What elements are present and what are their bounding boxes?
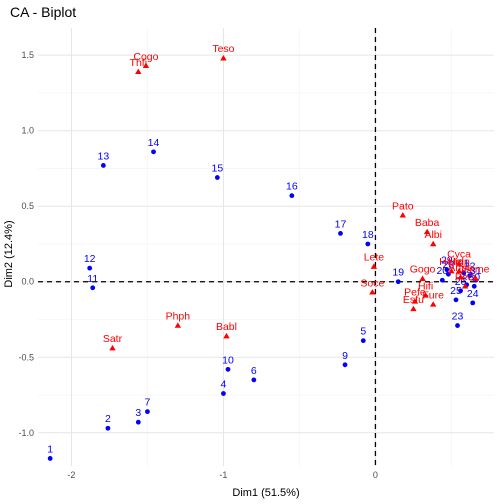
point-label-7: 7 — [145, 397, 151, 409]
row-point-10 — [226, 367, 231, 372]
y-tick-label: 0.5 — [21, 201, 34, 211]
point-label-23: 23 — [452, 311, 464, 323]
point-label-17: 17 — [335, 218, 347, 230]
point-label-5: 5 — [360, 326, 366, 338]
point-label-6: 6 — [251, 365, 257, 377]
point-label-24: 24 — [467, 288, 479, 300]
row-point-3 — [136, 420, 141, 425]
y-tick-label: -0.5 — [18, 352, 34, 362]
point-label-9: 9 — [342, 350, 348, 362]
point-label-Teso: Teso — [212, 43, 234, 55]
point-label-12: 12 — [84, 253, 96, 265]
point-label-Albi: Albi — [424, 229, 442, 241]
row-point-18 — [365, 242, 370, 247]
row-point-23 — [455, 323, 460, 328]
row-point-24 — [470, 300, 475, 305]
x-axis-title: Dim1 (51.5%) — [232, 487, 299, 499]
point-label-11: 11 — [87, 273, 98, 285]
row-point-13 — [101, 163, 106, 168]
point-label-13: 13 — [98, 150, 110, 162]
point-label-4: 4 — [221, 379, 227, 391]
point-label-18: 18 — [362, 229, 374, 241]
point-label-Esfu: Esfu — [403, 294, 424, 306]
point-label-Lete: Lete — [364, 252, 385, 264]
row-point-2 — [106, 426, 111, 431]
row-point-26 — [458, 288, 463, 293]
row-point-1 — [48, 456, 53, 461]
point-label-14: 14 — [148, 137, 160, 149]
x-tick-label: -2 — [67, 470, 75, 480]
point-label-Fure: Fure — [422, 289, 444, 301]
point-label-Phph: Phph — [166, 311, 191, 323]
row-point-25 — [454, 297, 459, 302]
y-tick-label: 1.0 — [21, 126, 34, 136]
y-axis-title: Dim2 (12.4%) — [3, 220, 15, 287]
y-tick-label: 1.5 — [21, 50, 34, 60]
row-point-15 — [215, 175, 220, 180]
row-point-20 — [440, 278, 445, 283]
row-point-12 — [87, 266, 92, 271]
point-label-Soce: Soce — [360, 277, 384, 289]
point-label-Pato: Pato — [392, 200, 414, 212]
y-tick-label: 0.0 — [21, 277, 34, 287]
row-point-30 — [472, 284, 477, 289]
row-point-5 — [361, 338, 366, 343]
point-label-10: 10 — [222, 354, 234, 366]
row-point-14 — [151, 149, 156, 154]
point-label-Baba: Baba — [415, 217, 440, 229]
point-label-15: 15 — [212, 163, 224, 175]
row-point-7 — [145, 409, 150, 414]
row-point-9 — [343, 362, 348, 367]
x-tick-label: 0 — [373, 470, 378, 480]
x-tick-label: -1 — [219, 470, 227, 480]
point-label-1: 1 — [47, 443, 53, 455]
chart-title: CA - Biplot — [10, 4, 76, 20]
point-label-Gogo: Gogo — [410, 264, 436, 276]
row-point-16 — [289, 193, 294, 198]
point-label-Seme: Seme — [462, 264, 490, 276]
point-label-19: 19 — [392, 267, 404, 279]
point-label-2: 2 — [105, 413, 111, 425]
row-point-4 — [221, 391, 226, 396]
point-label-16: 16 — [286, 181, 298, 193]
point-label-Babl: Babl — [216, 321, 237, 333]
point-label-3: 3 — [135, 407, 141, 419]
y-tick-label: -1.0 — [18, 428, 34, 438]
row-point-19 — [396, 279, 401, 284]
point-label-Thfi: Thfi — [130, 57, 148, 69]
row-point-11 — [90, 285, 95, 290]
point-label-Satr: Satr — [103, 333, 123, 345]
row-point-6 — [251, 378, 256, 383]
row-point-17 — [338, 231, 343, 236]
